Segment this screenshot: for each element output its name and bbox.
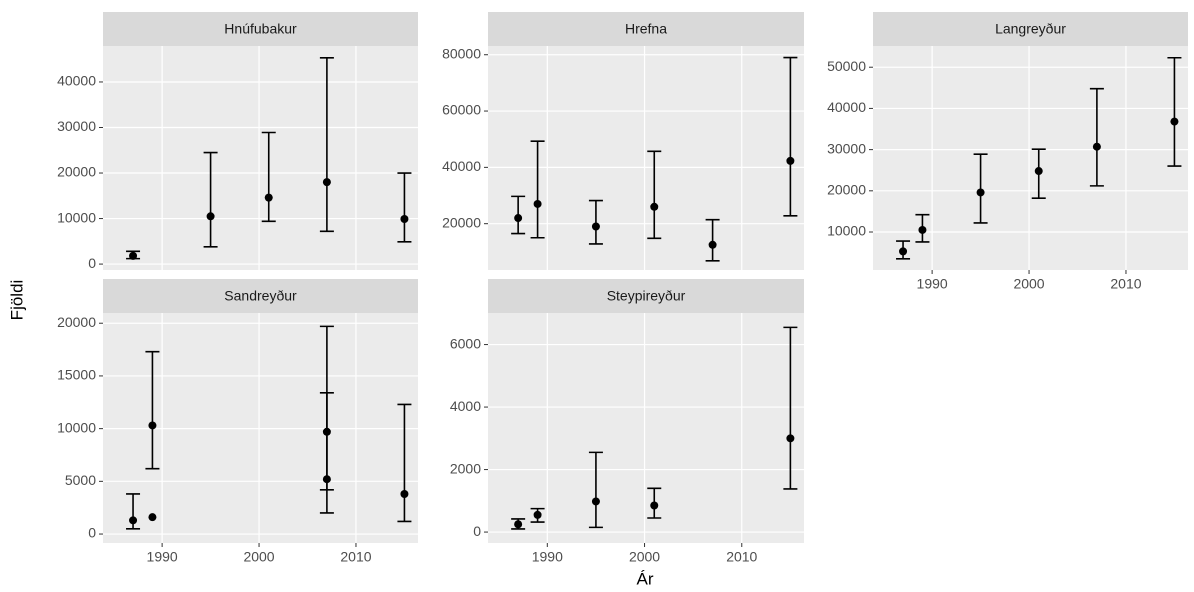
error-bar [588,199,603,245]
error-bar [530,140,545,239]
y-tick-label: 6000 [450,335,481,351]
point [591,497,600,506]
strip-title: Hnúfubakur [224,21,297,37]
point [514,520,523,529]
point [591,222,600,231]
error-bar [397,172,412,243]
point [786,434,795,443]
y-tick-label: 10000 [57,209,96,225]
error-bar [319,391,334,514]
point [976,188,985,197]
x-tick-label: 2000 [1013,276,1044,292]
strip-title: Hrefna [625,21,667,37]
y-tick-label: 50000 [827,58,866,74]
y-tick-label: 10000 [57,419,96,435]
y-tick-label: 4000 [450,398,481,414]
point [148,513,157,522]
y-tick-label: 40000 [442,158,481,174]
y-tick-label: 5000 [65,472,96,488]
point [899,247,908,256]
point [129,516,138,525]
point [708,240,717,249]
strip-title: Steypireyður [607,288,686,304]
x-tick-label: 2010 [340,549,371,565]
error-bar [145,350,160,470]
y-tick-label: 0 [88,255,96,271]
point [400,489,409,498]
y-tick-label: 60000 [442,102,481,118]
point [514,214,523,223]
y-tick-label: 40000 [57,73,96,89]
point [206,212,215,221]
point [1092,142,1101,151]
error-bar [705,218,720,262]
point [650,501,659,510]
error-bar [1089,87,1104,187]
panel-background [488,46,804,270]
point [148,421,157,430]
y-tick-label: 15000 [57,367,96,383]
strip-title: Sandreyður [224,288,297,304]
point [533,510,542,519]
y-tick-label: 10000 [827,223,866,239]
y-tick-label: 0 [473,523,481,539]
y-tick-label: 30000 [827,140,866,156]
strip-background [103,279,418,313]
y-tick-label: 40000 [827,99,866,115]
error-bar [783,56,798,217]
panel-background [488,313,804,543]
x-tick-label: 1990 [147,549,178,565]
point [400,215,409,224]
y-tick-label: 30000 [57,118,96,134]
panel-background [103,46,418,270]
error-bar [588,451,603,529]
x-tick-label: 2010 [726,549,757,565]
point [322,475,331,484]
y-tick-label: 20000 [827,182,866,198]
error-bar [783,326,798,490]
point [533,199,542,208]
error-bar [203,151,218,248]
panel-background [873,46,1188,270]
point [129,251,138,260]
error-bar [261,131,276,223]
point [1170,117,1179,126]
x-tick-label: 1990 [532,549,563,565]
point [918,225,927,234]
y-tick-label: 0 [88,525,96,541]
point [650,202,659,211]
x-tick-label: 1990 [917,276,948,292]
y-axis-label: Fjöldi [7,280,26,321]
point [322,178,331,187]
x-tick-label: 2000 [243,549,274,565]
y-tick-label: 20000 [57,314,96,330]
point [786,156,795,165]
error-bar [319,57,334,233]
x-tick-label: 2000 [629,549,660,565]
point [264,193,273,202]
y-tick-label: 80000 [442,45,481,61]
strip-background [488,12,804,46]
strip-background [488,279,804,313]
strip-background [873,12,1188,46]
strip-title: Langreyður [995,21,1066,37]
y-tick-label: 2000 [450,460,481,476]
y-tick-label: 20000 [442,214,481,230]
x-tick-label: 2010 [1110,276,1141,292]
y-tick-label: 20000 [57,164,96,180]
strip-background [103,12,418,46]
point [1034,167,1043,176]
x-axis-label: Ár [637,569,654,588]
error-bar [1167,56,1182,167]
error-bar [397,403,412,523]
error-bar [647,150,662,240]
